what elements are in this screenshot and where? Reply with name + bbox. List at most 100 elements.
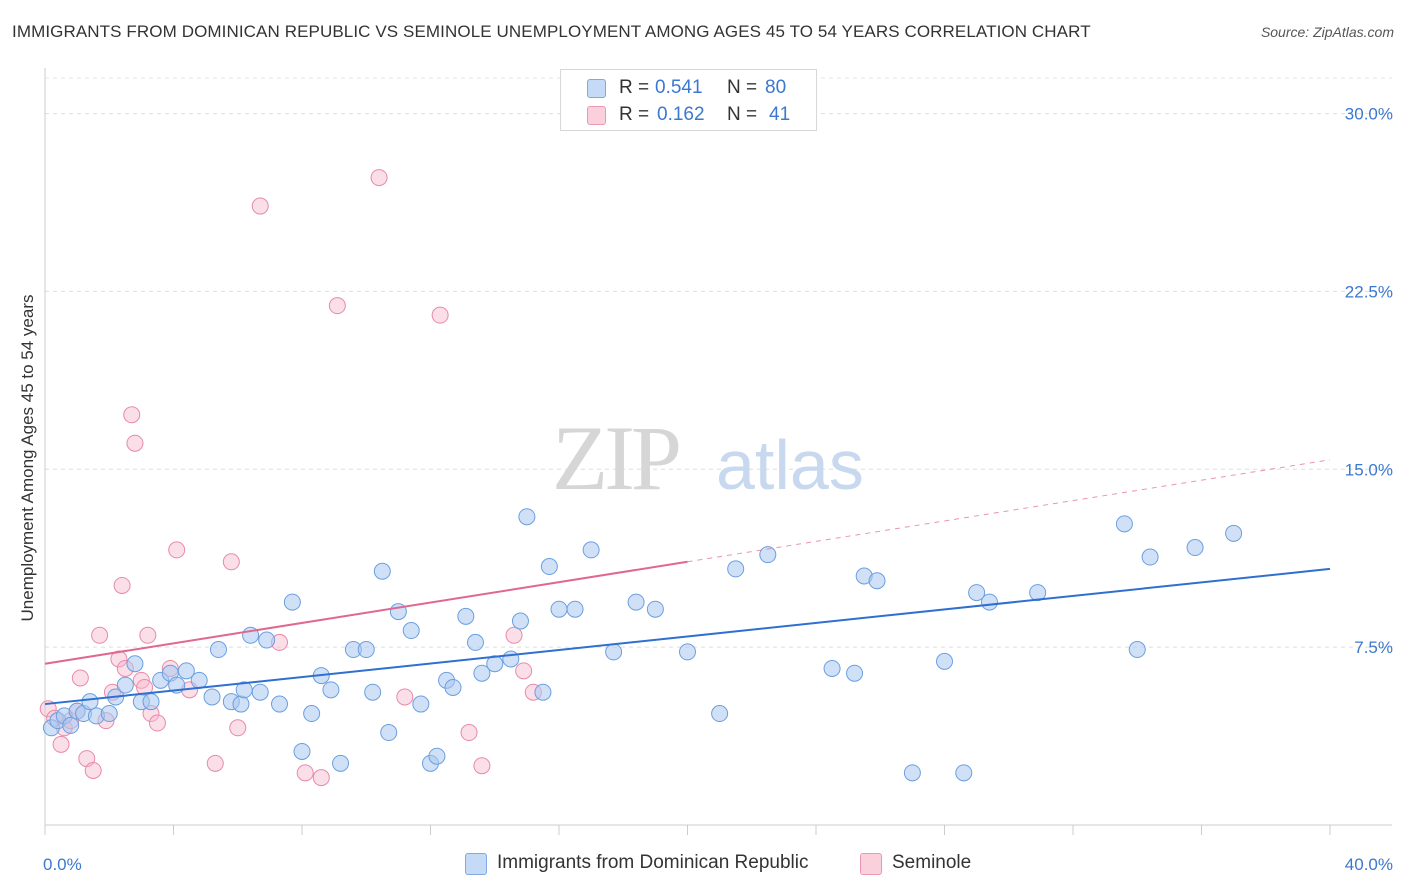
dominican-point [1141,548,1159,566]
dominican-point [534,683,552,701]
dominican-point [466,633,484,651]
dominican-point [1128,641,1146,659]
watermark-atlas: atlas [716,426,864,504]
x-tick-label: 0.0% [43,855,82,874]
dominican-point [582,541,600,559]
dominican-point [540,558,558,576]
y-tick-label: 22.5% [1345,282,1393,301]
axes [44,68,1392,835]
dominican-point [502,650,520,668]
dominican-point [428,747,446,765]
dominican-point [566,600,584,618]
dominican-point [823,659,841,677]
dominican-point [457,607,475,625]
seminole-point [123,406,141,424]
dominican-point [473,664,491,682]
tick-labels: 7.5% 15.0% 22.5% 30.0% 0.0% 40.0% [43,105,1393,874]
dominican-point [711,705,729,723]
seminole-trend-extension [687,459,1331,563]
seminole-point [84,761,102,779]
dominican-point [550,600,568,618]
y-tick-label: 7.5% [1354,638,1393,657]
dominican-point [903,764,921,782]
dominican-point [1186,539,1204,557]
seminole-point [515,662,533,680]
legend-r-label: R = [619,104,650,125]
dominican-point [444,678,462,696]
bottom-legend-label: Immigrants from Dominican Republic [497,852,809,873]
seminole-point [71,669,89,687]
dominican-point [62,716,80,734]
correlation-legend: R = 0.541 N = 80 R = 0.162 N = 41 [560,69,817,131]
dominican-point [605,643,623,661]
trend-lines [44,459,1331,706]
dominican-point [1225,524,1243,542]
dominican-point [846,664,864,682]
seminole-point [113,576,131,594]
seminole-point [328,297,346,315]
dominican-point [627,593,645,611]
dominican-point [380,724,398,742]
watermark: ZIP atlas [552,407,864,509]
seminole-point [91,626,109,644]
seminole-point [431,306,449,324]
dominican-point [968,584,986,602]
dominican-point [868,572,886,590]
seminole-point [296,764,314,782]
chart-title: IMMIGRANTS FROM DOMINICAN REPUBLIC VS SE… [12,22,1091,41]
dominican-point [332,754,350,772]
seminole-point [139,626,157,644]
grid-lines [45,77,1392,648]
legend-swatch-blue [587,79,606,98]
dominican-point [727,560,745,578]
dominican-point [293,742,311,760]
dominican-point [271,695,289,713]
seminole-point [148,714,166,732]
x-tick-label: 40.0% [1345,855,1393,874]
bottom-legend-swatch-blue [465,853,487,875]
seminole-point [168,541,186,559]
seminole-point [312,769,330,787]
dominican-point [412,695,430,713]
dominican-point [955,764,973,782]
dominican-point [1115,515,1133,533]
watermark-zip: ZIP [552,407,679,509]
seminole-point [222,553,240,571]
bottom-legend-swatch-pink [860,853,882,875]
seminole-point [126,434,144,452]
dominican-point [283,593,301,611]
dominican-point [177,662,195,680]
dominican-point [322,681,340,699]
legend-n-value: 80 [765,77,787,98]
dominican-point [203,688,221,706]
dominican-point [759,546,777,564]
legend-r-value: 0.541 [655,77,703,98]
legend-n-label: N = [727,77,758,98]
seminole-point [206,754,224,772]
seminole-point [396,688,414,706]
y-tick-label: 30.0% [1345,105,1393,124]
dominican-point [364,683,382,701]
seminole-point [110,650,128,668]
y-tick-label: 15.0% [1345,460,1393,479]
y-axis-label: Unemployment Among Ages 45 to 54 years [18,294,37,622]
dominican-point [402,622,420,640]
legend-r-value: 0.162 [657,104,705,125]
dominican-point [258,631,276,649]
dominican-trend-line [44,567,1331,706]
seminole-point [460,724,478,742]
seminole-point [229,719,247,737]
chart-source: Source: ZipAtlas.com [1260,24,1394,40]
seminole-point [370,169,388,187]
legend-r-label: R = [619,77,650,98]
dominican-point [116,676,134,694]
dominican-point [190,671,208,689]
dominican-point [232,695,250,713]
dominican-point [209,641,227,659]
legend-swatch-pink [587,106,606,125]
dominican-point [303,705,321,723]
seminole-point [39,700,57,718]
dominican-point [81,693,99,711]
dominican-point [126,655,144,673]
